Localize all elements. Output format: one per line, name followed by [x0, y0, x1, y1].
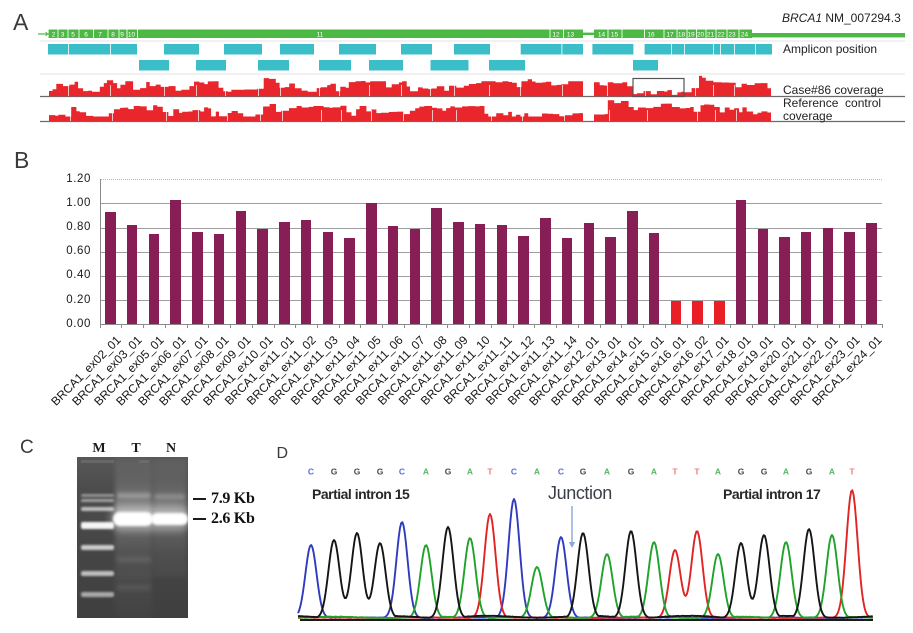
- svg-text:10: 10: [128, 31, 136, 38]
- svg-text:G: G: [354, 467, 361, 477]
- svg-text:G: G: [738, 467, 745, 477]
- svg-text:11: 11: [317, 31, 324, 38]
- svg-text:3: 3: [61, 31, 65, 38]
- svg-text:A: A: [534, 467, 540, 477]
- svg-text:9: 9: [120, 31, 124, 38]
- svg-text:C: C: [511, 467, 517, 477]
- svg-text:6: 6: [84, 31, 88, 38]
- svg-text:13: 13: [567, 31, 575, 38]
- svg-text:21: 21: [707, 31, 715, 38]
- svg-text:A: A: [651, 467, 657, 477]
- svg-text:7: 7: [98, 31, 102, 38]
- svg-text:G: G: [445, 467, 452, 477]
- svg-text:22: 22: [717, 31, 725, 38]
- svg-text:T: T: [849, 467, 855, 477]
- svg-text:T: T: [487, 467, 493, 477]
- svg-text:A: A: [783, 467, 789, 477]
- svg-text:C: C: [399, 467, 405, 477]
- svg-text:A: A: [467, 467, 473, 477]
- svg-text:16: 16: [647, 31, 655, 38]
- svg-text:G: G: [331, 467, 338, 477]
- svg-text:17: 17: [666, 31, 674, 38]
- svg-text:A: A: [829, 467, 835, 477]
- svg-text:T: T: [694, 467, 700, 477]
- svg-text:19: 19: [687, 31, 695, 38]
- svg-text:18: 18: [678, 31, 686, 38]
- svg-text:C: C: [558, 467, 564, 477]
- svg-text:2: 2: [52, 31, 56, 38]
- svg-text:G: G: [580, 467, 587, 477]
- svg-text:T: T: [672, 467, 678, 477]
- svg-text:G: G: [806, 467, 813, 477]
- svg-text:24: 24: [741, 31, 749, 38]
- svg-text:A: A: [604, 467, 610, 477]
- svg-text:8: 8: [111, 31, 115, 38]
- svg-text:C: C: [308, 467, 314, 477]
- svg-text:A: A: [423, 467, 429, 477]
- svg-text:G: G: [628, 467, 635, 477]
- svg-text:A: A: [715, 467, 721, 477]
- svg-text:5: 5: [71, 31, 75, 38]
- svg-text:G: G: [761, 467, 768, 477]
- svg-text:20: 20: [697, 31, 705, 38]
- svg-text:G: G: [377, 467, 384, 477]
- svg-text:15: 15: [611, 31, 619, 38]
- svg-text:12: 12: [552, 31, 560, 38]
- svg-text:23: 23: [728, 31, 736, 38]
- svg-text:14: 14: [598, 31, 606, 38]
